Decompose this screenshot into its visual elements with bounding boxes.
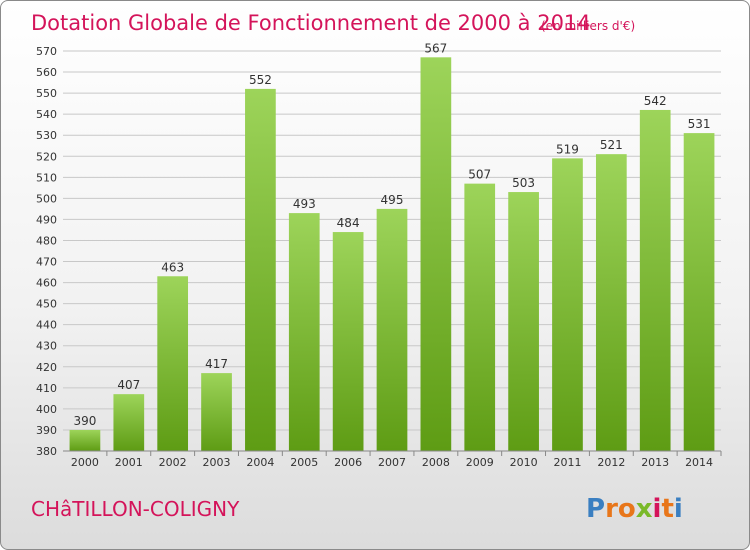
logo-letter: i xyxy=(653,494,662,524)
y-tick-label: 550 xyxy=(36,87,57,100)
y-tick-label: 380 xyxy=(36,445,57,458)
x-tick-label-2008: 2008 xyxy=(422,456,450,469)
y-tick-label: 410 xyxy=(36,382,57,395)
bar-2006 xyxy=(332,232,364,451)
y-tick-label: 490 xyxy=(36,213,57,226)
y-tick-label: 440 xyxy=(36,319,57,332)
value-label-2000: 390 xyxy=(73,414,96,428)
y-tick-label: 460 xyxy=(36,277,57,290)
logo-letter: x xyxy=(636,494,653,524)
y-tick-label: 510 xyxy=(36,171,57,184)
bar-2005 xyxy=(288,213,320,451)
y-tick-label: 530 xyxy=(36,129,57,142)
bar-2014 xyxy=(683,133,715,451)
value-label-2003: 417 xyxy=(205,357,228,371)
x-tick-label-2006: 2006 xyxy=(334,456,362,469)
chart-title: Dotation Globale de Fonctionnement de 20… xyxy=(31,11,591,35)
x-tick-label-2009: 2009 xyxy=(466,456,494,469)
x-axis-ticks: 2000 2001 2002 2003 2004 2005 2006 2007 2008 2009… xyxy=(71,451,722,469)
y-axis-ticks: 380 390 400 410 420 430 440 450 460 470 480 490 500 5… xyxy=(36,45,57,458)
x-tick-label-2011: 2011 xyxy=(553,456,581,469)
bar-2000 xyxy=(69,429,101,451)
bar-2001 xyxy=(113,394,145,451)
bar-2011 xyxy=(552,158,583,452)
y-tick-label: 560 xyxy=(36,66,57,79)
x-tick-label-2001: 2001 xyxy=(115,456,143,469)
bar-2004 xyxy=(245,88,276,451)
bar-2013 xyxy=(639,109,671,452)
y-tick-label: 540 xyxy=(36,108,57,121)
y-tick-label: 570 xyxy=(36,45,57,58)
bars xyxy=(69,57,715,452)
bar-2009 xyxy=(464,183,496,451)
logo-letter: r xyxy=(605,494,618,524)
x-tick-label-2010: 2010 xyxy=(510,456,538,469)
value-label-2013: 542 xyxy=(644,94,667,108)
y-tick-label: 420 xyxy=(36,361,57,374)
proxiti-logo-text: Proxiti xyxy=(586,494,683,524)
bar-2008 xyxy=(420,57,452,451)
value-label-2007: 495 xyxy=(381,193,404,207)
y-tick-label: 400 xyxy=(36,403,57,416)
logo-letter: P xyxy=(586,494,605,524)
value-label-2005: 493 xyxy=(293,197,316,211)
x-tick-label-2004: 2004 xyxy=(246,456,274,469)
logo-letter: i xyxy=(674,494,683,524)
bar-2007 xyxy=(376,208,408,451)
value-label-2006: 484 xyxy=(337,216,360,230)
logo-letter: o xyxy=(618,494,636,524)
x-tick-label-2000: 2000 xyxy=(71,456,99,469)
value-label-2004: 552 xyxy=(249,73,272,87)
x-tick-label-2013: 2013 xyxy=(641,456,669,469)
bar-2010 xyxy=(508,192,539,452)
city-name: CHâTILLON-COLIGNY xyxy=(31,497,240,521)
proxiti-logo: Proxiti xyxy=(586,494,683,524)
bar-2002 xyxy=(157,276,189,451)
y-tick-label: 470 xyxy=(36,256,57,269)
value-label-2009: 507 xyxy=(468,168,491,182)
y-tick-label: 520 xyxy=(36,150,57,163)
chart-unit: (en milliers d'€) xyxy=(541,19,635,33)
value-label-2008: 567 xyxy=(424,41,447,55)
y-tick-label: 430 xyxy=(36,340,57,353)
value-label-2014: 531 xyxy=(688,117,711,131)
x-tick-label-2005: 2005 xyxy=(290,456,318,469)
logo-letter: t xyxy=(661,494,673,524)
x-tick-label-2014: 2014 xyxy=(685,456,713,469)
y-tick-label: 450 xyxy=(36,298,57,311)
bar-2012 xyxy=(595,154,627,451)
x-tick-label-2003: 2003 xyxy=(203,456,231,469)
y-tick-label: 390 xyxy=(36,424,57,437)
value-label-2001: 407 xyxy=(117,378,140,392)
y-tick-label: 480 xyxy=(36,234,57,247)
x-tick-label-2007: 2007 xyxy=(378,456,406,469)
value-label-2002: 463 xyxy=(161,260,184,274)
y-tick-label: 500 xyxy=(36,192,57,205)
value-label-2010: 503 xyxy=(512,176,535,190)
value-label-2012: 521 xyxy=(600,138,623,152)
x-tick-label-2012: 2012 xyxy=(597,456,625,469)
bar-2003 xyxy=(201,373,232,451)
x-tick-label-2002: 2002 xyxy=(159,456,187,469)
value-labels: 390 407 463 417 552 493 484 495 567 507 503 519 521 5… xyxy=(73,41,710,428)
value-label-2011: 519 xyxy=(556,142,579,156)
